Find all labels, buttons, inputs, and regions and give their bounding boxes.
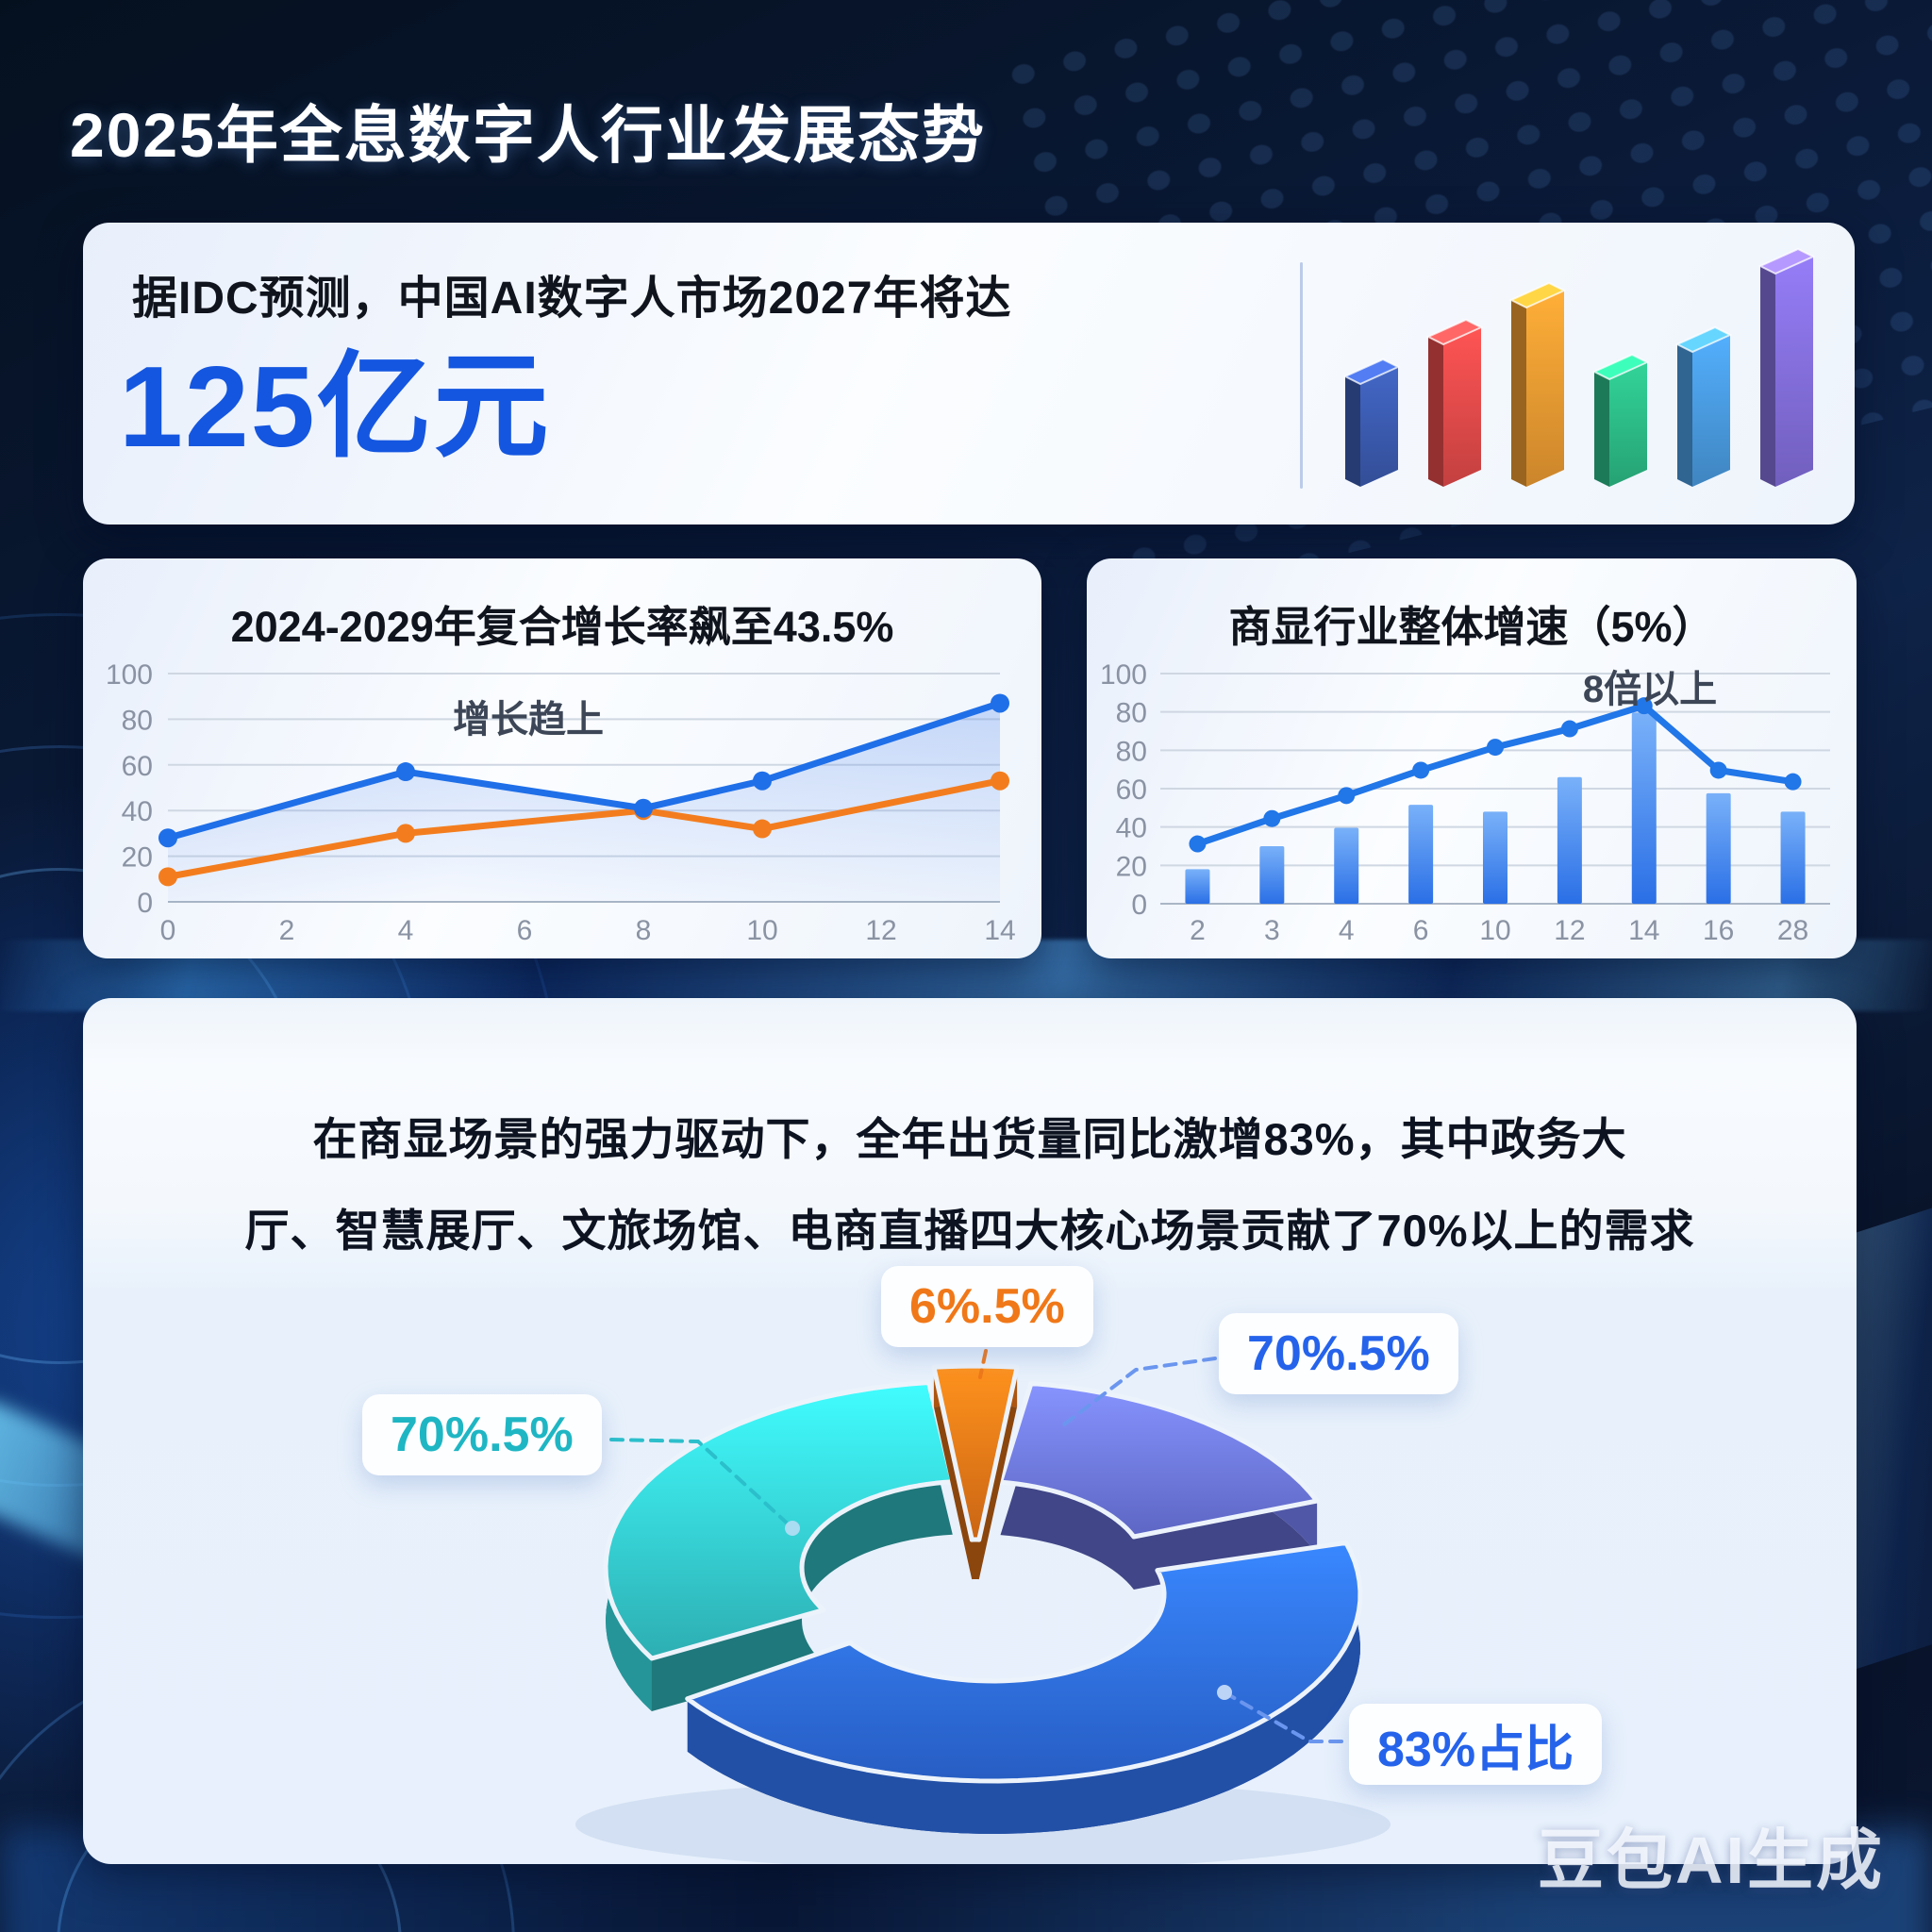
scenario-paragraph: 在商显场景的强力驱动下，全年出货量同比激增83%，其中政务大 厅、智慧展厅、文旅… — [83, 1093, 1857, 1276]
callout-orange-slice: 6%.5% — [881, 1266, 1093, 1347]
svg-text:3: 3 — [1264, 915, 1280, 946]
display-growth-card: 商显行业整体增速（5%） 100 80 80 60 40 20 0 2 3 4 6 10 12 14 16 2… — [1087, 558, 1857, 958]
svg-text:20: 20 — [122, 842, 153, 874]
page-title: 2025年全息数字人行业发展态势 — [70, 100, 986, 171]
svg-text:60: 60 — [1116, 774, 1147, 806]
vertical-divider — [1300, 262, 1303, 489]
svg-text:0: 0 — [1131, 890, 1147, 921]
svg-text:0: 0 — [160, 915, 176, 946]
svg-text:0: 0 — [137, 888, 153, 919]
idc-forecast-card: 据IDC预测，中国AI数字人市场2027年将达 125亿元 — [83, 223, 1855, 525]
callout-teal-slice: 70%.5% — [362, 1394, 602, 1475]
svg-text:6: 6 — [1413, 915, 1429, 946]
svg-text:80: 80 — [1116, 736, 1147, 767]
svg-text:28: 28 — [1777, 915, 1808, 946]
svg-text:8: 8 — [636, 915, 652, 946]
svg-text:12: 12 — [865, 915, 896, 946]
svg-text:100: 100 — [106, 659, 153, 691]
svg-text:14: 14 — [1628, 915, 1659, 946]
scenario-line-2: 厅、智慧展厅、文旅场馆、电商直播四大核心场景贡献了70%以上的需求 — [244, 1206, 1695, 1256]
scenario-donut-chart — [575, 1349, 1391, 1864]
svg-text:增长趋上: 增长趋上 — [453, 699, 604, 741]
svg-text:2: 2 — [279, 915, 295, 946]
scenario-line-1: 在商显场景的强力驱动下，全年出货量同比激增83%，其中政务大 — [312, 1114, 1627, 1164]
callout-blue-slice: 83%占比 — [1349, 1704, 1603, 1785]
svg-text:80: 80 — [1116, 698, 1147, 729]
cagr-chart-title: 2024-2029年复合增长率飙至43.5% — [230, 603, 894, 651]
display-chart-title: 商显行业整体增速（5%） — [1228, 603, 1715, 651]
svg-text:10: 10 — [746, 915, 777, 946]
idc-lead-text: 据IDC预测，中国AI数字人市场2027年将达 — [132, 274, 1012, 324]
svg-text:40: 40 — [122, 796, 153, 827]
svg-text:8倍以上: 8倍以上 — [1583, 669, 1717, 710]
svg-text:60: 60 — [122, 751, 153, 782]
svg-text:12: 12 — [1554, 915, 1585, 946]
svg-text:4: 4 — [398, 915, 414, 946]
svg-text:20: 20 — [1116, 851, 1147, 882]
svg-text:14: 14 — [984, 915, 1015, 946]
scenario-card: 在商显场景的强力驱动下，全年出货量同比激增83%，其中政务大 厅、智慧展厅、文旅… — [83, 998, 1857, 1864]
ai-watermark: 豆包AI生成 — [1538, 1824, 1885, 1897]
svg-text:16: 16 — [1703, 915, 1734, 946]
svg-text:6: 6 — [517, 915, 533, 946]
svg-text:100: 100 — [1100, 659, 1147, 691]
display-growth-chart: 100 80 80 60 40 20 0 2 3 4 6 10 12 14 16 28 8倍以上 — [1100, 659, 1830, 946]
cagr-card: 2024-2029年复合增长率飙至43.5% 100 80 60 40 20 0 0 2 4 6 8… — [83, 558, 1041, 958]
svg-text:4: 4 — [1339, 915, 1355, 946]
svg-text:40: 40 — [1116, 813, 1147, 844]
svg-text:10: 10 — [1479, 915, 1510, 946]
callout-violet-slice: 70%.5% — [1219, 1313, 1458, 1394]
svg-text:2: 2 — [1190, 915, 1206, 946]
mini-bar-chart — [1342, 247, 1816, 487]
cagr-line-chart: 100 80 60 40 20 00 2 4 6 8 10 12 14 增长趋上 — [106, 659, 1016, 946]
svg-text:80: 80 — [122, 705, 153, 736]
market-size-highlight: 125亿元 — [119, 342, 551, 471]
